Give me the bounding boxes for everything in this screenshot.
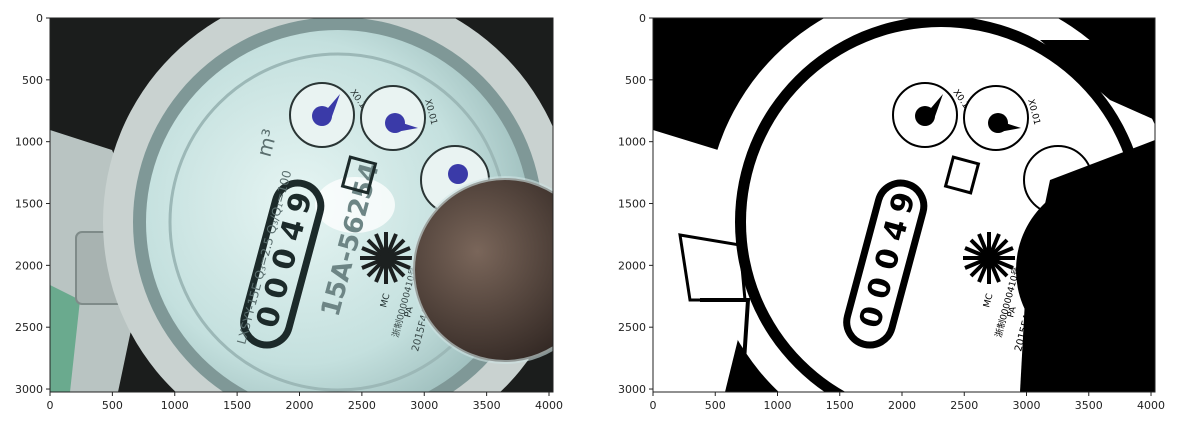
- x-tick-label: 3500: [1075, 399, 1103, 412]
- x-tick-label: 3000: [410, 399, 438, 412]
- mark-mc: MC: [379, 293, 392, 309]
- x-tick-label: 1000: [764, 399, 792, 412]
- y-tick-label: 1500: [618, 198, 646, 211]
- original-photo: 0 0 0 4 9 LXSYY-15E Q₃=2.5 Q₃/Q₁=100 15A…: [50, 18, 553, 392]
- y-tick-label: 500: [22, 74, 43, 87]
- x-tick-label: 2000: [888, 399, 916, 412]
- y-tick-label: 0: [639, 12, 646, 25]
- x-tick-label: 2000: [286, 399, 314, 412]
- x-tick-label: 4000: [535, 399, 563, 412]
- mark-pa: PA: [403, 305, 416, 319]
- y-tick-label: 2500: [15, 321, 43, 334]
- y-tick-label: 3000: [15, 383, 43, 396]
- x-tick-label: 1500: [826, 399, 854, 412]
- x-tick-label: 500: [102, 399, 123, 412]
- y-tick-label: 2000: [15, 259, 43, 272]
- axis-ticks: 0 500 1000 1500 2000 2500 3000 3500 4000 0 500 1000…: [15, 12, 563, 412]
- mark-mc: MC: [982, 293, 995, 309]
- x-tick-label: 500: [705, 399, 726, 412]
- x-tick-label: 2500: [950, 399, 978, 412]
- x-tick-label: 0: [650, 399, 657, 412]
- x-tick-label: 2500: [348, 399, 376, 412]
- x-tick-label: 0: [47, 399, 54, 412]
- y-tick-label: 2000: [618, 259, 646, 272]
- x-tick-label: 3500: [473, 399, 501, 412]
- original-photo-panel: 0 0 0 4 9 LXSYY-15E Q₃=2.5 Q₃/Q₁=100 15A…: [15, 12, 563, 412]
- y-tick-label: 3000: [618, 383, 646, 396]
- y-tick-label: 2500: [618, 321, 646, 334]
- binarized-photo-panel: 0 0 0 4 9 2015F445-33 浙制00000410号: [618, 12, 1165, 412]
- x-tick-label: 1000: [161, 399, 189, 412]
- mark-pa: PA: [1006, 305, 1019, 319]
- y-tick-label: 1000: [618, 136, 646, 149]
- y-tick-label: 0: [36, 12, 43, 25]
- binarized-photo: 0 0 0 4 9 2015F445-33 浙制00000410号: [653, 18, 1155, 392]
- y-tick-label: 1500: [15, 198, 43, 211]
- axis-ticks: 0 500 1000 1500 2000 2500 3000 3500 4000 0 500 1000…: [618, 12, 1165, 412]
- axes-frame: [49, 17, 554, 393]
- x-tick-label: 3000: [1013, 399, 1041, 412]
- y-tick-label: 1000: [15, 136, 43, 149]
- x-tick-label: 4000: [1137, 399, 1165, 412]
- axes-frame: [652, 17, 1156, 393]
- y-tick-label: 500: [625, 74, 646, 87]
- x-tick-label: 1500: [223, 399, 251, 412]
